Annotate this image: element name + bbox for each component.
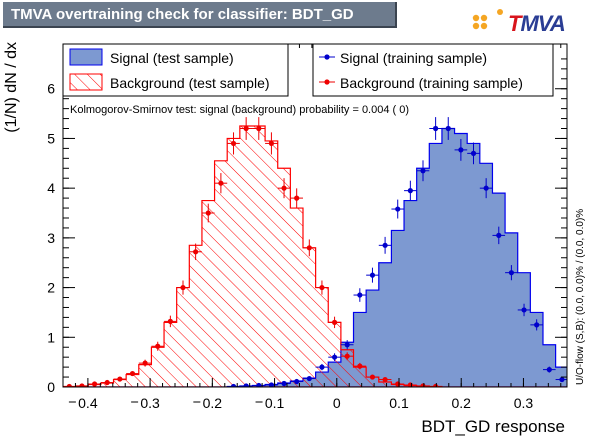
- svg-text:0.1: 0.1: [265, 395, 285, 411]
- legend-signal-test-label: Signal (test sample): [110, 50, 234, 66]
- signal-train-point: [340, 340, 354, 350]
- y-tick-label: 2: [47, 280, 55, 296]
- signal-train-point: [391, 199, 405, 219]
- svg-text:0.2: 0.2: [451, 395, 471, 411]
- x-tick-label: 0: [333, 395, 341, 411]
- svg-text:0: 0: [333, 395, 341, 411]
- overflow-text: U/O-flow (S,B): (0.0, 0.0)% / (0.0, 0.0)…: [575, 209, 586, 385]
- signal-train-point: [404, 180, 417, 201]
- signal-train-point: [302, 375, 316, 382]
- legend-signal-test-swatch: [69, 48, 103, 66]
- x-tick-label: 0.1: [389, 395, 409, 411]
- background-train-point: [378, 376, 392, 383]
- signal-train-point: [290, 378, 303, 385]
- signal-train-point: [378, 236, 392, 254]
- background-train-point: [227, 132, 240, 155]
- x-tick-label: 0.4: [68, 395, 98, 411]
- svg-text:0.3: 0.3: [514, 395, 534, 411]
- signal-train-point: [277, 380, 291, 387]
- x-tick-label: 0.3: [514, 395, 534, 411]
- plot-title: TMVA overtraining check for classifier: …: [11, 6, 354, 23]
- background-train-point: [340, 352, 354, 361]
- signal-train-point: [517, 303, 531, 317]
- background-train-point: [366, 374, 379, 380]
- background-train-point: [176, 280, 190, 295]
- signal-train-point: [505, 265, 518, 281]
- background-train-point: [151, 341, 165, 351]
- svg-text:0.2: 0.2: [203, 395, 223, 411]
- signal-train-point: [353, 288, 367, 302]
- y-tick-label: 3: [47, 230, 55, 246]
- signal-test-histogram: [63, 127, 567, 387]
- background-train-point: [126, 370, 139, 377]
- signal-train-point: [467, 142, 480, 165]
- y-axis-label: (1/N) dN / dx: [3, 42, 20, 133]
- signal-train-point: [252, 382, 266, 387]
- background-train-point: [353, 362, 367, 370]
- signal-train-point: [239, 383, 253, 387]
- x-tick-label: 0.3: [131, 395, 160, 411]
- tmva-logo-text: TMVA: [508, 11, 566, 36]
- signal-train-point: [542, 366, 556, 373]
- background-train-point: [100, 379, 114, 386]
- legend-signal-train-label: Signal (training sample): [340, 50, 487, 66]
- legend-background-train-marker: [324, 79, 330, 85]
- signal-train-point: [479, 178, 493, 199]
- y-tick-label: 5: [47, 130, 55, 146]
- background-train-point: [302, 239, 316, 257]
- background-train-point: [201, 203, 215, 223]
- svg-text:0.1: 0.1: [389, 395, 409, 411]
- legend-background-test-swatch: [69, 73, 103, 91]
- background-train-point: [138, 359, 152, 367]
- tmva-logo: [472, 9, 503, 30]
- legend-right: Signal (training sample) Background (tra…: [312, 43, 554, 97]
- y-tick-label: 6: [47, 81, 55, 97]
- title-banner: TMVA overtraining check for classifier: …: [3, 2, 397, 28]
- signal-train-point: [366, 267, 379, 283]
- x-tick-label: 0.2: [451, 395, 471, 411]
- legend-background-test-label: Background (test sample): [110, 75, 270, 91]
- background-train-point: [189, 243, 202, 261]
- background-train-point: [88, 381, 101, 387]
- background-train-point: [277, 178, 291, 199]
- signal-train-point: [328, 353, 341, 362]
- background-train-point: [328, 316, 341, 329]
- legend-signal-train-marker: [324, 54, 330, 60]
- background-train-point: [214, 173, 228, 194]
- signal-train-point: [492, 226, 506, 245]
- background-train-point: [239, 117, 253, 140]
- legend-background-train-label: Background (training sample): [340, 75, 523, 91]
- background-train-point: [315, 280, 329, 295]
- svg-text:0.3: 0.3: [140, 395, 160, 411]
- background-train-point: [164, 315, 177, 328]
- y-tick-label: 4: [47, 180, 55, 196]
- background-train-point: [252, 117, 266, 140]
- background-train-point: [113, 376, 127, 382]
- y-tick-label: 0: [47, 379, 55, 395]
- background-train-point: [265, 132, 278, 155]
- signal-train-point: [530, 319, 543, 331]
- signal-train-point: [429, 117, 442, 140]
- x-tick-label: 0.2: [193, 395, 222, 411]
- signal-train-point: [265, 382, 278, 387]
- y-tick-label: 1: [47, 329, 55, 345]
- background-train-point: [75, 383, 89, 387]
- ks-test-text: Kolmogorov-Smirnov test: signal (backgro…: [70, 104, 409, 116]
- signal-train-point: [555, 376, 567, 383]
- x-tick-label: 0.1: [255, 395, 285, 411]
- svg-text:0.4: 0.4: [78, 395, 98, 411]
- legend-left: Signal (test sample) Background (test sa…: [62, 43, 289, 97]
- signal-train-point: [454, 138, 468, 161]
- signal-train-point: [315, 363, 329, 371]
- signal-train-point: [441, 117, 455, 140]
- signal-train-point: [416, 160, 430, 182]
- background-train-point: [290, 188, 303, 208]
- x-axis-label: BDT_GD response: [421, 417, 565, 436]
